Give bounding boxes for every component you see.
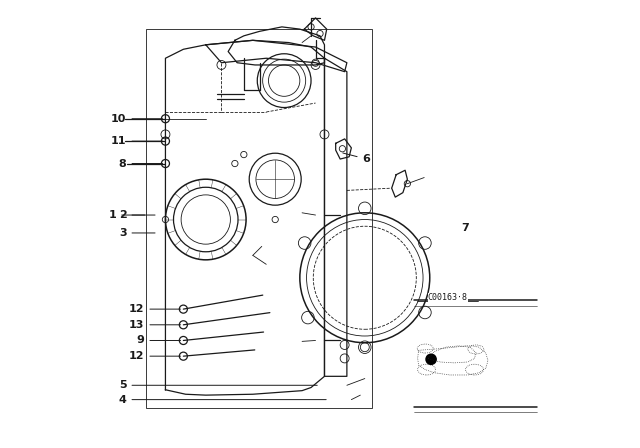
Text: 12: 12 — [129, 351, 180, 361]
Text: 11: 11 — [111, 136, 163, 146]
Text: 1: 1 — [108, 210, 145, 220]
Text: 5: 5 — [119, 380, 317, 390]
Bar — [146, 29, 372, 408]
Text: 13: 13 — [129, 320, 180, 330]
Text: 7: 7 — [461, 224, 470, 233]
Text: 3: 3 — [119, 228, 155, 238]
Text: 6: 6 — [343, 153, 371, 164]
Text: 8: 8 — [118, 159, 163, 168]
Text: 10: 10 — [111, 114, 163, 124]
Circle shape — [425, 353, 437, 365]
Text: C00163·8: C00163·8 — [428, 293, 468, 302]
Text: 2: 2 — [118, 210, 155, 220]
Text: 12: 12 — [129, 304, 180, 314]
Text: 9: 9 — [136, 336, 180, 345]
Text: 4: 4 — [118, 395, 326, 405]
